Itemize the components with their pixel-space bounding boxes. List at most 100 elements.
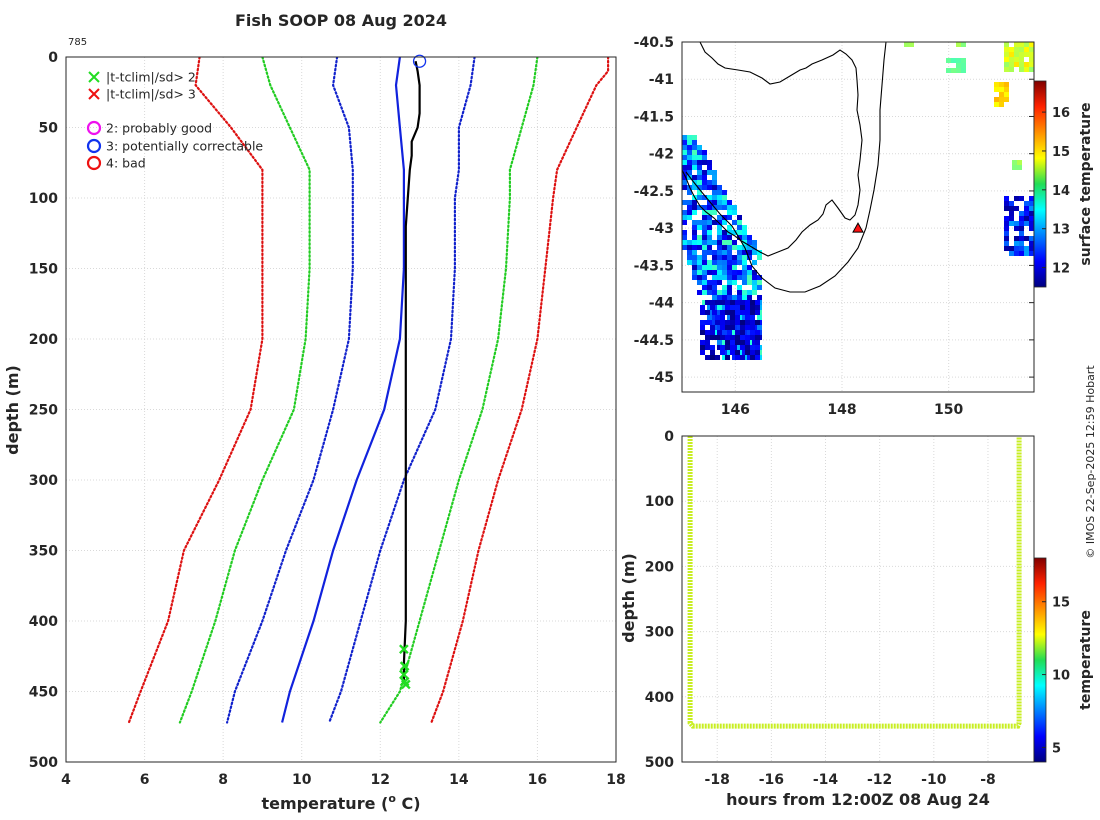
sst-cell (712, 260, 717, 265)
sst-cell (697, 240, 702, 245)
sst-cell (742, 225, 747, 230)
sst-cell (1029, 241, 1034, 246)
sst-cell (702, 290, 707, 295)
sst-cell (752, 280, 757, 285)
sst-cell (1009, 57, 1014, 62)
sst-cell (1019, 221, 1024, 226)
sst-cell (722, 265, 727, 270)
sst-cell (692, 155, 697, 160)
legend-circle-marker (86, 155, 102, 171)
sst-cell (687, 170, 692, 175)
sst-cell (1029, 196, 1034, 201)
sst-cell (1009, 206, 1014, 211)
sst-cell (740, 330, 745, 335)
sst-cell (750, 350, 755, 355)
map-lat-tick-label: -41.5 (634, 109, 674, 125)
sst-cell (752, 275, 757, 280)
sst-cell (742, 265, 747, 270)
sst-cell (697, 280, 702, 285)
sst-cell (682, 180, 687, 185)
sst-cell (707, 270, 712, 275)
map-lat-tick-label: -41 (649, 72, 674, 88)
sst-cell (712, 180, 717, 185)
track-x-tick-label: -10 (921, 772, 947, 788)
sst-cell (737, 325, 742, 330)
sst-cell (1024, 211, 1029, 216)
sst-cell (707, 160, 712, 165)
sst-cell (755, 345, 760, 350)
sst-cell (722, 230, 727, 235)
sst-cell (732, 255, 737, 260)
legend-x-marker (88, 71, 100, 83)
sst-cell (730, 340, 735, 345)
sst-cell (747, 255, 752, 260)
map-lon-tick-label: 148 (827, 402, 856, 418)
sst-cell (752, 270, 757, 275)
sst-cell (1029, 221, 1034, 226)
sst-cell (730, 315, 735, 320)
sst-cell (757, 280, 762, 285)
sst-cell (707, 245, 712, 250)
profile-series-clim-3sd (127, 57, 264, 724)
profile-tick-labels: 4 6 8 10 12 14 16 18 0 50 100 150 200 250 300 350 400 450… (29, 50, 626, 788)
sst-cell (742, 290, 747, 295)
sst-cell (702, 270, 707, 275)
sst-cell (961, 63, 966, 68)
sst-cell (1019, 236, 1024, 241)
track-x-axis-label: hours from 12:00Z 08 Aug 24 (726, 790, 990, 809)
profile-series-clim-3sd (430, 57, 610, 724)
sst-cell (697, 165, 702, 170)
sst-cell (692, 185, 697, 190)
sst-cell (725, 340, 730, 345)
sst-cell (692, 235, 697, 240)
sst-cell (692, 220, 697, 225)
sst-cell (702, 160, 707, 165)
sst-cell (697, 260, 702, 265)
sst-cell (717, 330, 722, 335)
sst-cell (702, 155, 707, 160)
sst-cell (692, 200, 697, 205)
sst-cell (1012, 160, 1017, 165)
sst-cell (1004, 216, 1009, 221)
sst-cell (1004, 82, 1009, 87)
track-axes-frame (681, 435, 1035, 763)
sst-cell (1014, 52, 1019, 57)
sst-cell (702, 230, 707, 235)
sst-cell (707, 200, 712, 205)
sst-cell (687, 250, 692, 255)
legend-entry-label: 2: probably good (106, 121, 212, 136)
profile-y-tick-label: 400 (29, 614, 58, 630)
sst-cell (720, 325, 725, 330)
sst-cell (717, 215, 722, 220)
track-y-tick-label: 0 (664, 429, 674, 445)
sst-cell (717, 265, 722, 270)
sst-cell (1024, 201, 1029, 206)
sst-cell (692, 255, 697, 260)
sst-cell (999, 87, 1004, 92)
x-axis-label-unit: C) (396, 794, 421, 813)
sst-cell (717, 255, 722, 260)
sst-cell (687, 255, 692, 260)
sst-cell (757, 325, 762, 330)
sst-cell (705, 310, 710, 315)
sst-cell (697, 205, 702, 210)
sst-cell (692, 240, 697, 245)
sst-cell (1004, 62, 1009, 67)
sst-cell (682, 135, 687, 140)
sst-cell (717, 235, 722, 240)
map-tick-labels: 146 148 150 -40.5 -41 -41.5 -42 -42.5 -43 -43.5 -4… (634, 35, 964, 418)
sst-cell (705, 335, 710, 340)
sst-cell (697, 245, 702, 250)
sst-cell (1024, 221, 1029, 226)
sst-cell (697, 155, 702, 160)
track-colorbar (1033, 557, 1047, 763)
sst-cell (1014, 196, 1019, 201)
sst-cell (745, 345, 750, 350)
sst-cell (752, 290, 757, 295)
track-y-tick-label: 500 (645, 755, 674, 771)
sst-cell (732, 240, 737, 245)
track-y-tick-label: 200 (645, 559, 674, 575)
sst-cell (705, 300, 710, 305)
sst-cell (725, 345, 730, 350)
sst-cell (1024, 206, 1029, 211)
